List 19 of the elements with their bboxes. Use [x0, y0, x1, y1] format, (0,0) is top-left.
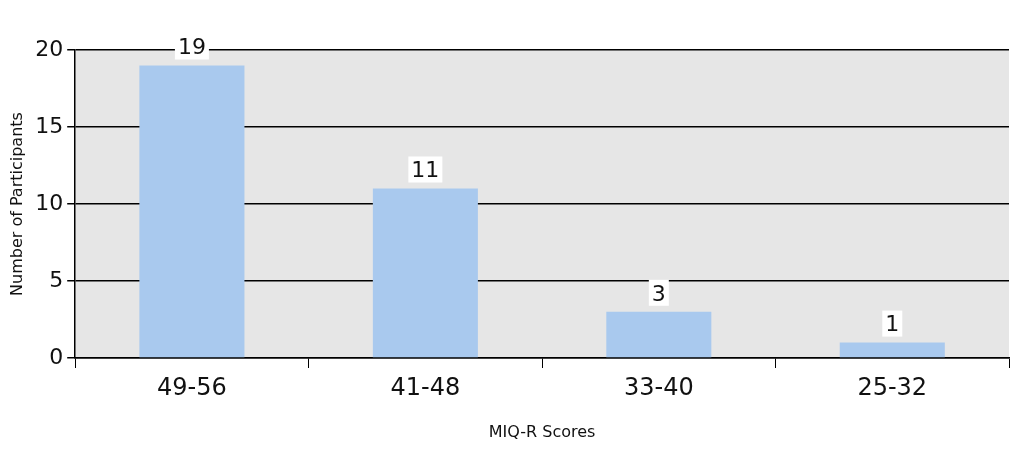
data-label: 3	[651, 280, 666, 306]
x-tick-label: 49-56	[157, 372, 227, 401]
x-tick-label: 33-40	[623, 372, 694, 401]
y-axis-title: Number of Participants	[6, 112, 26, 296]
x-axis-title: MIQ-R Scores	[488, 421, 596, 441]
bar	[139, 65, 245, 358]
x-tick-label: 41-48	[390, 372, 461, 401]
y-tick-label: 20	[35, 35, 64, 61]
x-tick-label: 25-32	[857, 372, 928, 401]
y-tick-label: 10	[35, 189, 64, 215]
y-tick-label: 15	[35, 112, 64, 138]
data-label: 1	[885, 311, 900, 337]
bar	[372, 188, 478, 358]
data-label: 11	[411, 157, 440, 183]
data-label: 19	[177, 34, 206, 60]
bar	[606, 311, 712, 358]
bar	[839, 342, 945, 358]
y-tick-label: 0	[49, 343, 64, 369]
y-tick-label: 5	[49, 266, 64, 292]
